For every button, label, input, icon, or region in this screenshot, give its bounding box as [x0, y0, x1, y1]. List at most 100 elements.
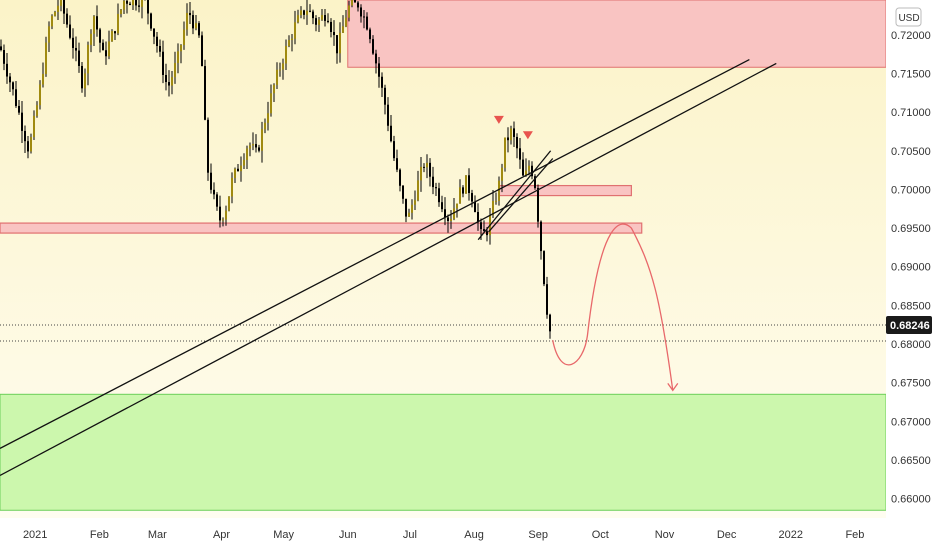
y-tick-label: 0.69000	[891, 262, 931, 274]
candle-body	[435, 187, 437, 189]
candle-body	[342, 26, 344, 33]
candle-body	[156, 36, 158, 47]
x-tick-label: Jul	[403, 529, 417, 541]
candle-body	[459, 187, 461, 204]
candle-body	[102, 42, 104, 51]
candle-body	[90, 33, 92, 45]
x-tick-label: Aug	[464, 529, 484, 541]
candle-body	[297, 15, 299, 23]
x-tick-label: Apr	[213, 529, 230, 541]
candle-body	[51, 15, 53, 27]
candle-body	[6, 63, 8, 77]
candle-body	[546, 284, 548, 315]
signal-marker	[493, 115, 504, 124]
candle-body	[192, 15, 194, 29]
candle-body	[354, 0, 356, 3]
candle-body	[549, 314, 551, 332]
candle-body	[522, 159, 524, 176]
trendline[interactable]	[0, 62, 777, 477]
projection-arrowhead	[667, 383, 679, 392]
candle-body	[285, 46, 287, 64]
x-tick-label: Jun	[339, 529, 357, 541]
candle-body	[360, 7, 362, 17]
candle-body	[9, 76, 11, 83]
trendline[interactable]	[477, 150, 552, 241]
candle-body	[24, 130, 26, 142]
candle-body	[72, 37, 74, 48]
candle-body	[54, 11, 56, 16]
candle-body	[168, 82, 170, 86]
candle-body	[228, 196, 230, 211]
candle-body	[300, 10, 302, 16]
candle-body	[381, 76, 383, 88]
candle-body	[117, 13, 119, 34]
candle-body	[273, 84, 275, 94]
candle-body	[474, 201, 476, 212]
x-tick-label: Sep	[528, 529, 548, 541]
candle-body	[165, 74, 167, 83]
x-tick-label: May	[273, 529, 294, 541]
candle-body	[321, 15, 323, 20]
y-tick-label: 0.71000	[891, 107, 931, 119]
candle-body	[432, 176, 434, 188]
candle-body	[111, 31, 113, 42]
candle-body	[492, 201, 494, 216]
candle-body	[465, 175, 467, 194]
candle-body	[0, 46, 2, 50]
candle-body	[420, 166, 422, 181]
candle-body	[150, 13, 152, 29]
candle-body	[369, 29, 371, 40]
signal-marker	[522, 131, 533, 140]
candle-body	[33, 115, 35, 138]
candle-body	[213, 189, 215, 195]
candle-body	[66, 13, 68, 25]
candle-body	[444, 209, 446, 218]
x-tick-label: Mar	[148, 529, 167, 541]
candle-body	[123, 0, 125, 10]
candle-body	[183, 29, 185, 46]
candle-body	[429, 162, 431, 177]
candle-body	[84, 73, 86, 89]
candle-body	[282, 63, 284, 70]
price-badge	[886, 316, 932, 335]
candle-body	[120, 9, 122, 14]
trendline[interactable]	[0, 58, 750, 449]
candle-body	[216, 194, 218, 207]
candle-body	[129, 3, 131, 6]
candle-body	[414, 200, 416, 205]
candle-body	[63, 0, 65, 14]
candle-body	[405, 198, 407, 217]
candle-body	[330, 21, 332, 32]
candle-body	[378, 63, 380, 77]
candle-body	[483, 229, 485, 232]
candle-body	[132, 0, 134, 6]
candle-body	[318, 19, 320, 25]
trendline[interactable]	[488, 158, 554, 233]
candle-body	[96, 16, 98, 30]
candle-body	[276, 69, 278, 85]
candle-body	[42, 73, 44, 85]
candle-body	[159, 46, 161, 52]
y-tick-label: 0.70000	[891, 184, 931, 196]
candle-body	[258, 147, 260, 151]
candle-body	[207, 119, 209, 173]
candle-body	[477, 211, 479, 223]
candle-body	[384, 87, 386, 105]
candle-body	[249, 145, 251, 149]
candle-body	[291, 38, 293, 41]
currency-box[interactable]	[895, 7, 922, 27]
candle-body	[93, 16, 95, 34]
x-tick-label: Nov	[655, 529, 675, 541]
y-tick-label: 0.70500	[891, 146, 931, 158]
candle-body	[294, 22, 296, 39]
candle-body	[387, 104, 389, 126]
candle-body	[462, 187, 464, 194]
x-tick-label: Feb	[90, 529, 109, 541]
candle-body	[252, 144, 254, 146]
candle-body	[456, 203, 458, 209]
candle-body	[171, 77, 173, 86]
currency-label: USD	[898, 13, 919, 24]
candle-body	[240, 165, 242, 172]
